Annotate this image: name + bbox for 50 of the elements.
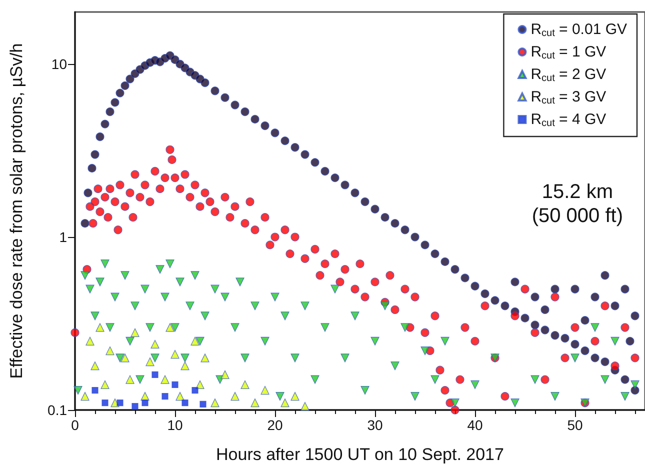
annotation: 15.2 km (50 000 ft) (532, 181, 624, 227)
x-tick-label: 0 (71, 417, 80, 433)
x-tick-label: 40 (467, 417, 483, 433)
point (170, 350, 180, 359)
point (166, 323, 174, 332)
point (220, 370, 230, 379)
point (300, 402, 310, 411)
point (106, 346, 114, 356)
point (176, 392, 184, 401)
point (146, 357, 154, 366)
x-tick-label: 30 (367, 417, 383, 433)
point (80, 392, 90, 401)
point (126, 375, 134, 384)
point (280, 398, 290, 408)
point (172, 381, 178, 388)
point (230, 392, 240, 401)
point (86, 336, 94, 346)
point (142, 400, 148, 406)
point (190, 336, 200, 346)
y-tick-label: 1 (59, 229, 68, 246)
point (260, 386, 270, 395)
y-tick-label: 10 (51, 56, 68, 72)
point (180, 362, 190, 370)
point (200, 400, 206, 408)
y-tick-label: 0.1 (48, 402, 68, 418)
point (130, 328, 140, 337)
point (116, 400, 124, 406)
x-tick-label: 20 (267, 417, 283, 433)
point (90, 362, 100, 370)
point (150, 340, 160, 349)
y-axis-title: Effective dose rate from solar protons, µSv/h (7, 43, 26, 379)
point (102, 400, 108, 406)
point (132, 403, 138, 410)
point (100, 380, 110, 390)
point (162, 393, 168, 400)
point (290, 392, 300, 401)
point (160, 375, 170, 384)
x-axis-title: Hours after 1500 UT on 10 Sept. 2017 (216, 445, 504, 464)
x-tick-label: 50 (567, 417, 583, 433)
point (200, 354, 210, 362)
point (240, 380, 250, 390)
x-tick-label: 10 (167, 417, 183, 433)
point (192, 386, 198, 394)
point (152, 371, 158, 378)
point (182, 400, 188, 406)
point (210, 398, 220, 408)
point (96, 323, 104, 332)
point (250, 398, 260, 408)
point (92, 386, 98, 394)
point (120, 354, 130, 362)
